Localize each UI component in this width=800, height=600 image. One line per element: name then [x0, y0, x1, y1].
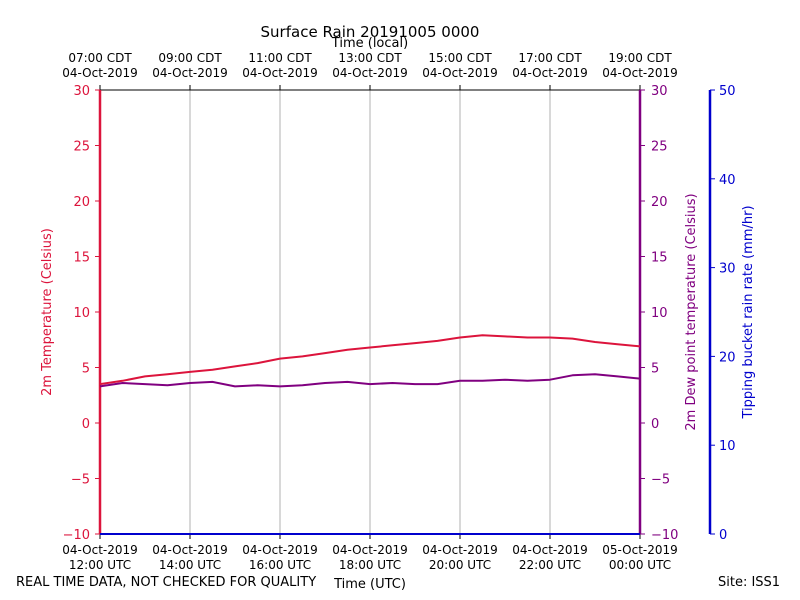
left-y-tick-label: 30 — [73, 84, 90, 99]
top-tick-label-date: 04-Oct-2019 — [332, 66, 408, 80]
temperature-series-line — [99, 334, 641, 386]
x-tick-label-date: 04-Oct-2019 — [512, 543, 588, 557]
right-y-tick-label: 0 — [651, 417, 659, 432]
top-axis-label: Time (local) — [331, 36, 408, 51]
rain-y-tick-label: 0 — [719, 528, 727, 543]
site-label: Site: ISS1 — [718, 575, 781, 590]
left-y-tick-label: 5 — [82, 362, 90, 377]
left-y-tick-label: 25 — [73, 140, 90, 155]
x-tick-label-date: 04-Oct-2019 — [152, 543, 228, 557]
top-tick-label-time: 11:00 CDT — [248, 51, 312, 65]
rain-y-tick-label: 20 — [719, 350, 736, 365]
rain-y-tick-label: 30 — [719, 262, 736, 277]
x-tick-label-time: 00:00 UTC — [609, 558, 671, 572]
left-y-tick-label: 15 — [73, 251, 90, 266]
top-tick-label-date: 04-Oct-2019 — [152, 66, 228, 80]
top-tick-label-time: 15:00 CDT — [428, 51, 492, 65]
top-tick-label-time: 07:00 CDT — [68, 51, 132, 65]
quality-disclaimer: REAL TIME DATA, NOT CHECKED FOR QUALITY — [16, 575, 317, 590]
x-tick-label-date: 04-Oct-2019 — [242, 543, 318, 557]
x-tick-label-time: 14:00 UTC — [159, 558, 221, 572]
x-tick-label-date: 04-Oct-2019 — [332, 543, 408, 557]
right-y-tick-label: 20 — [651, 195, 668, 210]
right-y-axis-label: 2m Dew point temperature (Celsius) — [684, 193, 699, 430]
left-y-tick-label: 0 — [82, 417, 90, 432]
x-tick-label-date: 04-Oct-2019 — [422, 543, 498, 557]
left-y-tick-label: 10 — [73, 306, 90, 321]
top-tick-label-time: 19:00 CDT — [608, 51, 672, 65]
left-y-tick-label: −5 — [71, 473, 90, 488]
top-tick-label-date: 04-Oct-2019 — [422, 66, 498, 80]
rain-y-axis-label: Tipping bucket rain rate (mm/hr) — [741, 205, 756, 419]
right-y-tick-label: −10 — [651, 528, 678, 543]
right-y-tick-label: 30 — [651, 84, 668, 99]
rain-y-tick-label: 50 — [719, 84, 736, 99]
top-tick-label-date: 04-Oct-2019 — [602, 66, 678, 80]
top-tick-label-date: 04-Oct-2019 — [62, 66, 138, 80]
x-axis-label: Time (UTC) — [333, 577, 406, 592]
x-tick-label-time: 22:00 UTC — [519, 558, 581, 572]
x-tick-label-date: 04-Oct-2019 — [62, 543, 138, 557]
top-tick-label-time: 09:00 CDT — [158, 51, 222, 65]
right-y-tick-label: 25 — [651, 140, 668, 155]
x-tick-label-time: 16:00 UTC — [249, 558, 311, 572]
left-y-tick-label: −10 — [63, 528, 90, 543]
right-y-tick-label: 15 — [651, 251, 668, 266]
rain-y-tick-label: 40 — [719, 173, 736, 188]
x-tick-label-time: 12:00 UTC — [69, 558, 131, 572]
top-tick-label-time: 13:00 CDT — [338, 51, 402, 65]
right-y-tick-label: −5 — [651, 473, 670, 488]
top-tick-label-time: 17:00 CDT — [518, 51, 582, 65]
left-y-axis-label: 2m Temperature (Celsius) — [40, 228, 55, 396]
rain-y-tick-label: 10 — [719, 439, 736, 454]
x-tick-label-time: 20:00 UTC — [429, 558, 491, 572]
top-tick-label-date: 04-Oct-2019 — [242, 66, 318, 80]
top-tick-label-date: 04-Oct-2019 — [512, 66, 588, 80]
x-tick-label-date: 05-Oct-2019 — [602, 543, 678, 557]
right-y-tick-label: 5 — [651, 362, 659, 377]
left-y-tick-label: 20 — [73, 195, 90, 210]
right-y-tick-label: 10 — [651, 306, 668, 321]
dewpoint-series-line — [99, 373, 641, 388]
x-tick-label-time: 18:00 UTC — [339, 558, 401, 572]
chart-title: Surface Rain 20191005 0000 — [261, 23, 480, 41]
